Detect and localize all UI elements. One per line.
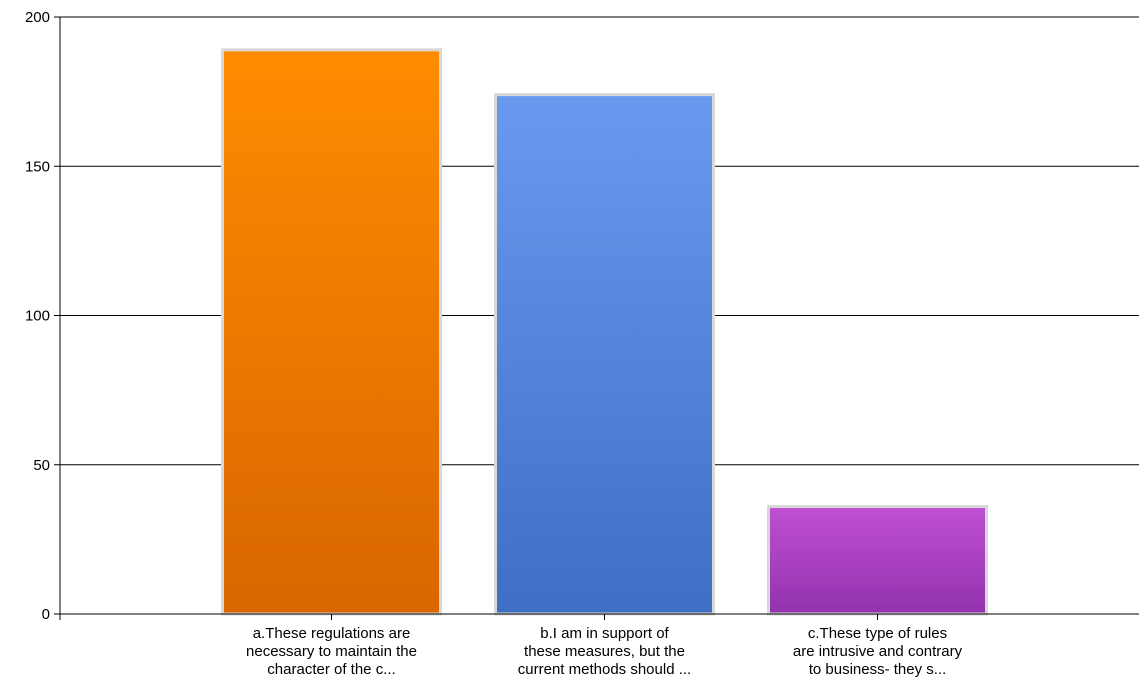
y-tick-label: 200 [25,9,50,26]
y-tick-labels: 0 50 100 150 200 [25,9,50,623]
x-tick-label: b.I am in support of these measures, but … [518,625,691,678]
y-tick-label: 50 [33,457,50,474]
y-tick-label: 100 [25,308,50,325]
axes [54,16,1139,620]
bars [221,48,988,616]
x-tick-label: c.These type of rules are intrusive and c… [793,625,963,678]
y-tick-label: 0 [42,606,50,623]
bar [221,48,442,616]
x-tick-labels: a.These regulations are necessary to main… [246,625,963,678]
x-tick-label: a.These regulations are necessary to main… [246,625,417,678]
bar [494,93,715,616]
bar [767,505,988,616]
y-tick-label: 150 [25,158,50,175]
